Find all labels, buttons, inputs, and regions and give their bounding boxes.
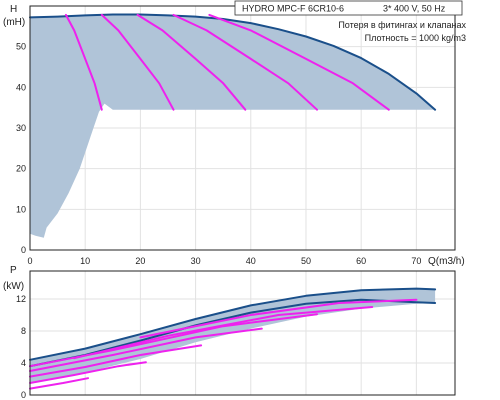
legend-box [234, 0, 463, 16]
power-axis-unit: (kW) [3, 281, 24, 292]
power-curve-4 [29, 361, 147, 384]
power-curve-5 [29, 344, 203, 378]
flow-x-tick-label: 50 [301, 256, 311, 266]
power-axis-label: P [10, 265, 17, 276]
power-plot-frame [29, 270, 456, 396]
head-axis-label: H [10, 4, 17, 15]
head-axis-unit: (mH) [3, 17, 25, 28]
flow-x-tick-label: 0 [27, 256, 32, 266]
power-curve-3 [29, 377, 89, 390]
flow-x-tick-label: 10 [80, 256, 90, 266]
head-y-tick-label: 30 [16, 123, 26, 133]
annotation-fitting-losses: Потеря в фитингах и клапанах [338, 20, 466, 30]
power-y-tick-labels: 0 4 8 12 [16, 294, 26, 400]
power-curve-7 [29, 313, 318, 368]
head-y-tick-label: 0 [21, 245, 26, 255]
power-y-tick-label: 4 [21, 358, 26, 368]
flow-x-tick-label: 60 [356, 256, 366, 266]
head-curves [29, 13, 437, 111]
power-y-tick-label: 0 [21, 390, 26, 400]
flow-axis-label: Q(m3/h) [428, 256, 465, 267]
power-curves [29, 287, 437, 390]
flow-x-tick-label: 40 [246, 256, 256, 266]
power-curve-6 [29, 327, 263, 372]
head-y-tick-label: 40 [16, 82, 26, 92]
head-curve-3 [100, 13, 175, 111]
power-y-tick-label: 12 [16, 294, 26, 304]
head-curve-6 [208, 13, 390, 111]
flow-x-tick-label: 20 [135, 256, 145, 266]
head-y-tick-label: 20 [16, 164, 26, 174]
head-y-tick-label: 50 [16, 42, 26, 52]
power-operating-region [30, 288, 436, 383]
head-y-tick-label: 10 [16, 204, 26, 214]
flow-x-tick-labels: 0 10 20 30 40 50 60 70 [27, 256, 421, 266]
head-operating-region [30, 14, 436, 238]
head-panel: H (mH) 0 10 20 30 40 50 0 10 20 30 40 50 60 70 Q(m3/… [3, 0, 466, 267]
flow-x-tick-label: 70 [411, 256, 421, 266]
power-curve-9 [139, 298, 418, 339]
head-curve-2 [64, 13, 103, 111]
flow-x-tick-label: 30 [191, 256, 201, 266]
head-curve-4 [136, 13, 247, 111]
annotation-density: Плотность = 1000 kg/m3 [365, 33, 466, 43]
power-curve-8 [73, 306, 374, 360]
power-curve-1 [29, 287, 437, 361]
chart-title: HYDRO MPC-F 6CR10-6 [242, 4, 344, 14]
power-y-tick-label: 8 [21, 326, 26, 336]
chart-subtitle: 3* 400 V, 50 Hz [383, 4, 446, 14]
head-curve-1 [29, 13, 437, 111]
head-y-tick-labels: 0 10 20 30 40 50 [16, 42, 26, 255]
head-curve-5 [172, 13, 318, 111]
power-panel: P (kW) 0 4 8 12 [3, 265, 456, 400]
